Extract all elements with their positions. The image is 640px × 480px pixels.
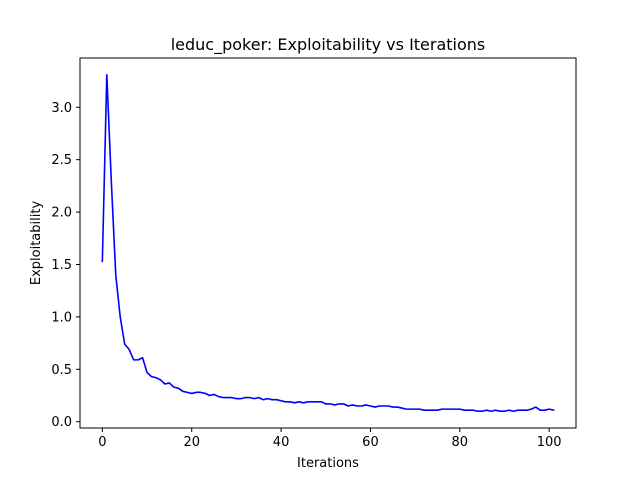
x-axis-label: Iterations: [297, 456, 359, 471]
x-tick-label: 20: [183, 435, 200, 450]
chart-title: leduc_poker: Exploitability vs Iteration…: [171, 35, 486, 55]
y-tick-label: 2.0: [51, 206, 72, 221]
y-tick-label: 0.0: [51, 415, 72, 430]
y-tick-label: 1.0: [51, 310, 72, 325]
x-tick-label: 100: [537, 435, 562, 450]
y-tick-label: 0.5: [51, 363, 72, 378]
y-tick-label: 2.5: [51, 153, 72, 168]
y-axis: 0.0 0.5 1.0 1.5 2.0 2.5 3.0: [51, 101, 80, 430]
y-tick-label: 3.0: [51, 101, 72, 116]
axes-frame: [79, 57, 577, 429]
x-tick-label: 60: [362, 435, 379, 450]
plot-area: [101, 73, 555, 413]
x-tick-label: 80: [452, 435, 469, 450]
y-tick-label: 1.5: [51, 258, 72, 273]
x-axis: 0 20 40 60 80 100: [98, 428, 562, 450]
series-line: [101, 73, 555, 413]
y-axis-label: Exploitability: [29, 201, 44, 286]
x-tick-label: 0: [98, 435, 106, 450]
x-tick-label: 40: [273, 435, 290, 450]
